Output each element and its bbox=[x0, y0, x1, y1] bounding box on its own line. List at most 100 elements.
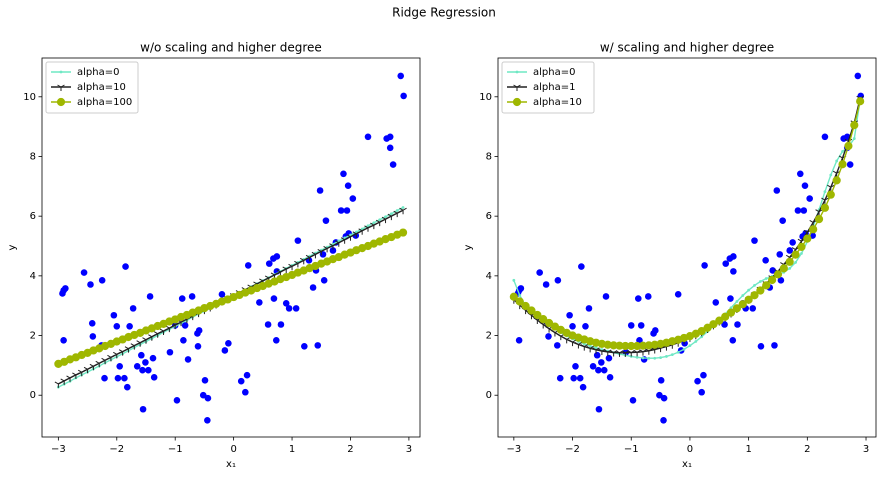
scatter-point bbox=[282, 300, 290, 307]
line-marker bbox=[539, 315, 548, 324]
line-marker bbox=[832, 176, 841, 185]
scatter-point bbox=[777, 277, 785, 284]
line-marker bbox=[544, 318, 554, 328]
line-marker bbox=[352, 231, 361, 238]
line-marker bbox=[288, 263, 296, 271]
scatter-point bbox=[244, 262, 252, 269]
scatter-point bbox=[773, 187, 781, 194]
line-marker bbox=[340, 237, 349, 244]
line-marker bbox=[346, 234, 355, 241]
line-marker bbox=[56, 97, 66, 107]
line-marker bbox=[294, 260, 302, 268]
scatter-point bbox=[218, 291, 226, 298]
scatter-point bbox=[593, 351, 601, 359]
scatter-point bbox=[542, 281, 550, 288]
line-marker bbox=[732, 304, 741, 313]
scatter-point bbox=[204, 416, 211, 424]
scatter-point bbox=[627, 322, 635, 329]
scatter-point bbox=[789, 239, 796, 246]
y-tick-label: 4 bbox=[486, 271, 492, 282]
scatter-point bbox=[701, 262, 708, 269]
scatter-point bbox=[344, 182, 352, 190]
scatter-point bbox=[730, 253, 737, 260]
line-marker bbox=[512, 97, 522, 107]
line bbox=[513, 99, 861, 359]
legend-label: alpha=10 bbox=[533, 97, 582, 108]
scatter-point bbox=[87, 281, 94, 288]
scatter-point bbox=[294, 237, 302, 244]
scatter-point bbox=[139, 366, 146, 374]
line-marker bbox=[533, 310, 542, 320]
line-marker bbox=[305, 254, 314, 262]
scatter-point bbox=[698, 388, 705, 396]
line-marker bbox=[588, 344, 592, 348]
scatter-point bbox=[98, 277, 106, 284]
line-marker bbox=[773, 270, 783, 279]
scatter-point bbox=[751, 237, 758, 244]
line-marker bbox=[393, 210, 401, 218]
line-marker bbox=[856, 97, 865, 106]
line-marker bbox=[604, 349, 612, 356]
legend: alpha=0 alpha=10 alpha=100 bbox=[45, 61, 139, 114]
x-tick-label: −1 bbox=[624, 444, 639, 455]
scatter-point bbox=[272, 337, 280, 344]
line-marker bbox=[803, 234, 812, 243]
line-marker bbox=[738, 300, 747, 309]
scatter-point bbox=[576, 374, 584, 382]
scatter-point bbox=[184, 356, 192, 363]
scatter-point bbox=[762, 257, 769, 264]
scatter-point bbox=[595, 405, 603, 413]
line-marker bbox=[665, 355, 668, 358]
scatter-point bbox=[757, 342, 765, 350]
scatter-point bbox=[62, 285, 69, 292]
line-marker bbox=[850, 121, 859, 130]
scatter-point bbox=[194, 342, 202, 350]
scatter-point bbox=[769, 267, 776, 274]
scatter-point bbox=[199, 391, 207, 399]
line-marker bbox=[136, 340, 144, 347]
axes-title: w/o scaling and higher degree bbox=[140, 41, 322, 55]
scatter-point bbox=[264, 321, 272, 328]
scatter-point bbox=[173, 396, 181, 404]
line-marker bbox=[148, 334, 156, 341]
line-marker bbox=[779, 264, 788, 273]
scatter-point bbox=[80, 269, 88, 276]
line-marker bbox=[518, 293, 522, 297]
line-marker bbox=[852, 137, 856, 140]
scatter-point bbox=[237, 377, 245, 385]
line-marker bbox=[54, 381, 63, 388]
scatter-point bbox=[846, 161, 854, 168]
legend-label: alpha=10 bbox=[77, 82, 126, 93]
line-marker bbox=[753, 284, 756, 287]
y-axis-label: y bbox=[463, 244, 474, 250]
line-marker bbox=[814, 215, 824, 224]
scatter-point bbox=[572, 362, 579, 370]
line-marker bbox=[835, 159, 839, 163]
scatter-point bbox=[145, 366, 152, 374]
line-marker bbox=[282, 266, 290, 273]
scatter-point bbox=[727, 295, 734, 302]
scatter-point bbox=[730, 268, 737, 275]
scatter-point bbox=[60, 337, 67, 344]
line-marker bbox=[329, 243, 337, 250]
scatter-point bbox=[121, 374, 128, 382]
scatter-point bbox=[854, 72, 862, 80]
scatter-point bbox=[397, 72, 405, 80]
scatter-point bbox=[320, 277, 328, 284]
scatter-point bbox=[786, 247, 794, 254]
line-marker bbox=[142, 337, 150, 344]
scatter-point bbox=[123, 383, 131, 391]
line-marker bbox=[509, 292, 518, 301]
scatter-point bbox=[129, 305, 137, 312]
scatter-point bbox=[660, 394, 668, 402]
scatter-point bbox=[314, 342, 322, 349]
x-tick-label: −2 bbox=[109, 444, 124, 455]
line-marker bbox=[323, 245, 331, 253]
y-tick-label: 0 bbox=[486, 390, 492, 401]
line bbox=[513, 101, 861, 347]
line-marker bbox=[741, 294, 745, 297]
line-marker bbox=[641, 356, 645, 360]
line-marker bbox=[844, 141, 853, 151]
scatter-point bbox=[386, 144, 394, 152]
scatter-point bbox=[329, 247, 337, 254]
